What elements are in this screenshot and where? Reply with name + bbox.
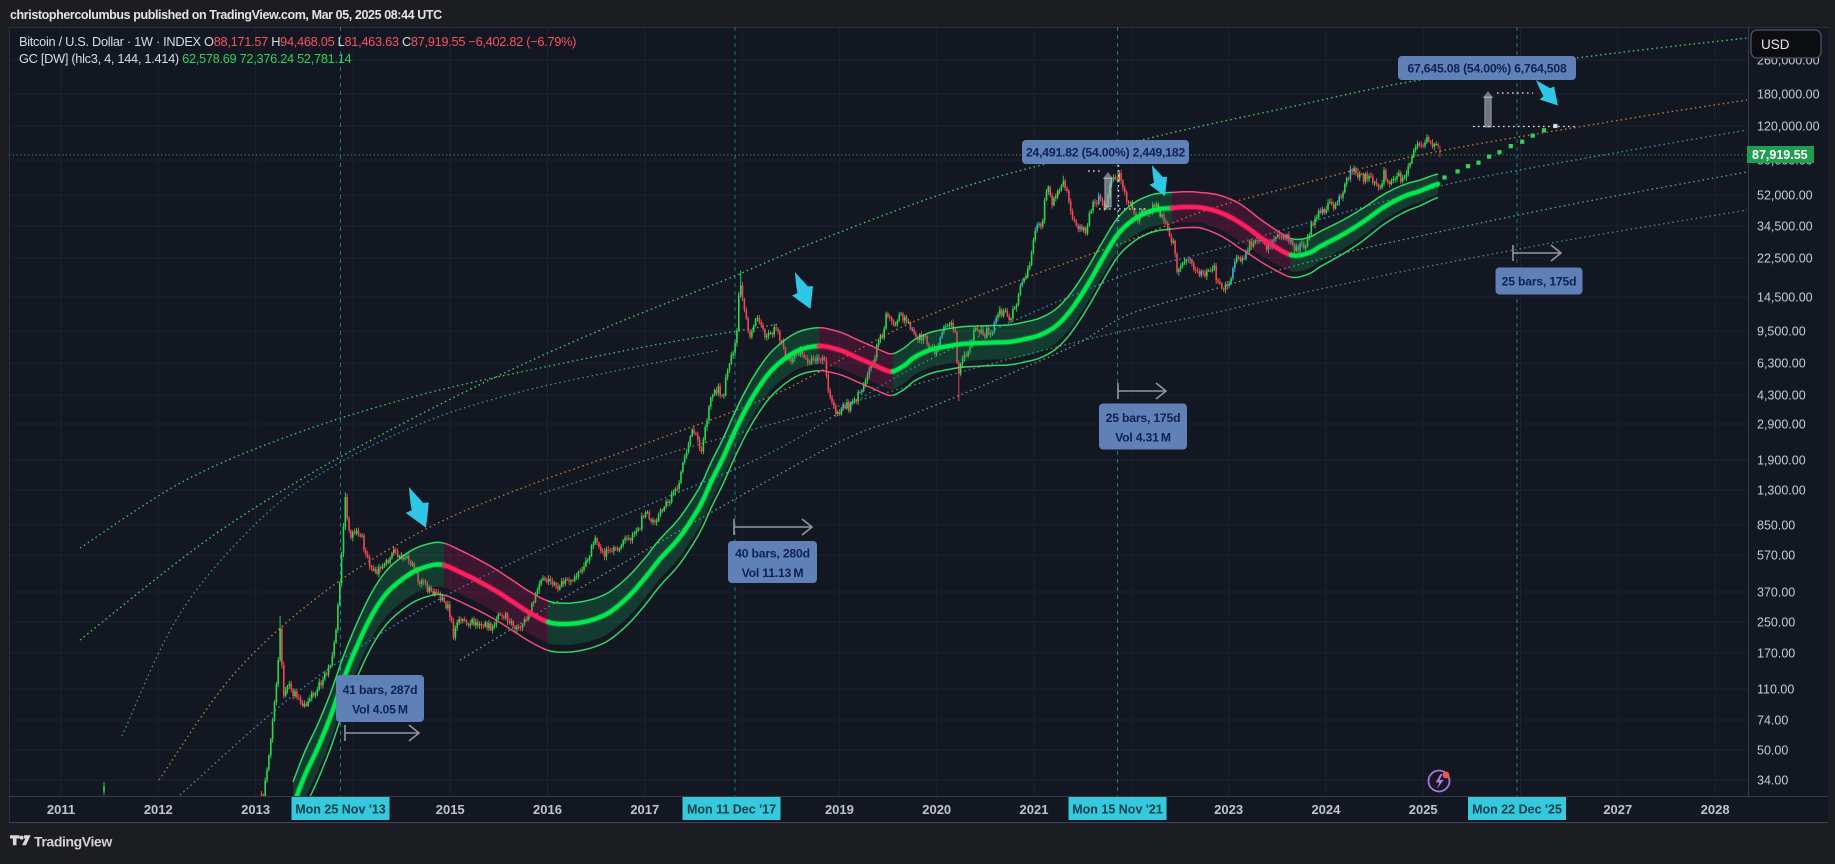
svg-text:2012: 2012 — [144, 802, 173, 817]
svg-text:180,000.00: 180,000.00 — [1757, 88, 1820, 102]
svg-text:74.00: 74.00 — [1757, 714, 1788, 728]
svg-text:1,900.00: 1,900.00 — [1757, 454, 1806, 468]
svg-text:2020: 2020 — [922, 802, 951, 817]
svg-text:370.00: 370.00 — [1757, 586, 1795, 600]
svg-text:2021: 2021 — [1020, 802, 1049, 817]
svg-text:22,500.00: 22,500.00 — [1757, 252, 1813, 266]
svg-text:2028: 2028 — [1701, 802, 1730, 817]
svg-text:50.00: 50.00 — [1757, 744, 1788, 758]
svg-text:9,500.00: 9,500.00 — [1757, 325, 1806, 339]
svg-text:GC [DW] (hlc3, 4, 144, 1.414): GC [DW] (hlc3, 4, 144, 1.414) 62,578.69 … — [19, 51, 352, 66]
svg-text:87,919.55: 87,919.55 — [1752, 148, 1808, 162]
svg-text:24,491.82 (54.00%) 2,449,182: 24,491.82 (54.00%) 2,449,182 — [1026, 146, 1185, 160]
svg-text:Mon 15 Nov '21: Mon 15 Nov '21 — [1072, 803, 1163, 817]
svg-text:Mon 25 Nov '13: Mon 25 Nov '13 — [295, 803, 386, 817]
svg-text:25 bars, 175d: 25 bars, 175d — [1502, 275, 1577, 289]
svg-text:2017: 2017 — [630, 802, 659, 817]
svg-text:Mon 22 Dec '25: Mon 22 Dec '25 — [1472, 803, 1562, 817]
svg-text:christophercolumbus published: christophercolumbus published on Trading… — [10, 8, 442, 22]
svg-text:4,300.00: 4,300.00 — [1757, 389, 1806, 403]
svg-text:2015: 2015 — [436, 802, 465, 817]
svg-text:Vol 11.13 M: Vol 11.13 M — [742, 566, 804, 580]
svg-text:41 bars, 287d: 41 bars, 287d — [343, 683, 418, 697]
svg-text:34,500.00: 34,500.00 — [1757, 220, 1813, 234]
svg-text:850.00: 850.00 — [1757, 519, 1795, 533]
svg-text:25 bars, 175d: 25 bars, 175d — [1106, 411, 1181, 425]
svg-text:570.00: 570.00 — [1757, 549, 1795, 563]
svg-text:Vol 4.31 M: Vol 4.31 M — [1115, 431, 1171, 445]
svg-text:14,500.00: 14,500.00 — [1757, 291, 1813, 305]
svg-text:250.00: 250.00 — [1757, 616, 1795, 630]
svg-text:2016: 2016 — [533, 802, 562, 817]
svg-text:2027: 2027 — [1603, 802, 1632, 817]
svg-text:170.00: 170.00 — [1757, 647, 1795, 661]
svg-text:2024: 2024 — [1311, 802, 1341, 817]
svg-text:2019: 2019 — [825, 802, 854, 817]
svg-text:110.00: 110.00 — [1757, 683, 1794, 697]
svg-text:2013: 2013 — [241, 802, 270, 817]
svg-text:67,645.08 (54.00%) 6,764,508: 67,645.08 (54.00%) 6,764,508 — [1407, 62, 1566, 76]
svg-text:2025: 2025 — [1409, 802, 1438, 817]
svg-text:6,300.00: 6,300.00 — [1757, 357, 1806, 371]
svg-text:40 bars, 280d: 40 bars, 280d — [735, 547, 810, 561]
svg-text:USD: USD — [1761, 37, 1790, 52]
svg-text:Bitcoin / U.S. Dollar · 1W · I: Bitcoin / U.S. Dollar · 1W · INDEX O88,1… — [19, 34, 576, 49]
svg-text:52,000.00: 52,000.00 — [1757, 189, 1813, 203]
svg-text:1,300.00: 1,300.00 — [1757, 484, 1806, 498]
svg-text:120,000.00: 120,000.00 — [1757, 120, 1820, 134]
svg-text:2023: 2023 — [1214, 802, 1243, 817]
svg-text:34.00: 34.00 — [1757, 774, 1788, 788]
svg-text:2,900.00: 2,900.00 — [1757, 418, 1806, 432]
svg-text:TradingView: TradingView — [34, 834, 112, 850]
svg-text:Vol 4.05 M: Vol 4.05 M — [352, 703, 408, 717]
svg-text:2011: 2011 — [47, 802, 75, 817]
svg-text:Mon 11 Dec '17: Mon 11 Dec '17 — [687, 803, 776, 817]
